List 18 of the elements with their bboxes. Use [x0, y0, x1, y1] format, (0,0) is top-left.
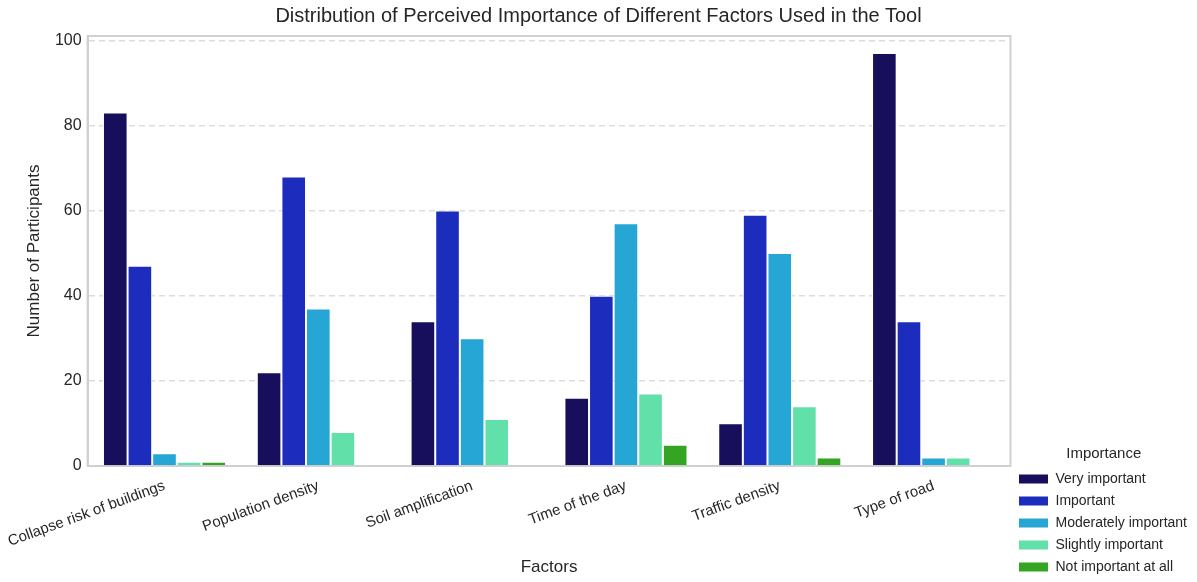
x-axis-title: Factors — [520, 557, 578, 577]
legend-label: Not important at all — [1055, 557, 1173, 574]
legend-label: Slightly important — [1055, 535, 1163, 552]
y-tick-label: 0 — [72, 456, 82, 474]
chart-title: Distribution of Perceived Importance of Different Factors Used in the Tool — [275, 3, 922, 26]
legend-title: Importance — [1066, 443, 1142, 461]
y-tick-label: 40 — [63, 286, 82, 304]
y-tick-label: 100 — [54, 30, 82, 48]
legend-label: Moderately important — [1055, 513, 1188, 530]
x-tick-label: Type of road — [851, 476, 937, 521]
legend-label: Important — [1055, 491, 1115, 508]
x-tick-label: Time of the day — [525, 475, 629, 528]
legend-label: Very important — [1055, 469, 1146, 486]
y-tick-label: 60 — [63, 200, 82, 218]
y-axis-title: Number of Participants — [24, 164, 44, 338]
y-tick-label: 80 — [63, 115, 82, 133]
x-tick-label: Traffic density — [689, 475, 783, 524]
y-tick-label: 20 — [63, 371, 82, 389]
